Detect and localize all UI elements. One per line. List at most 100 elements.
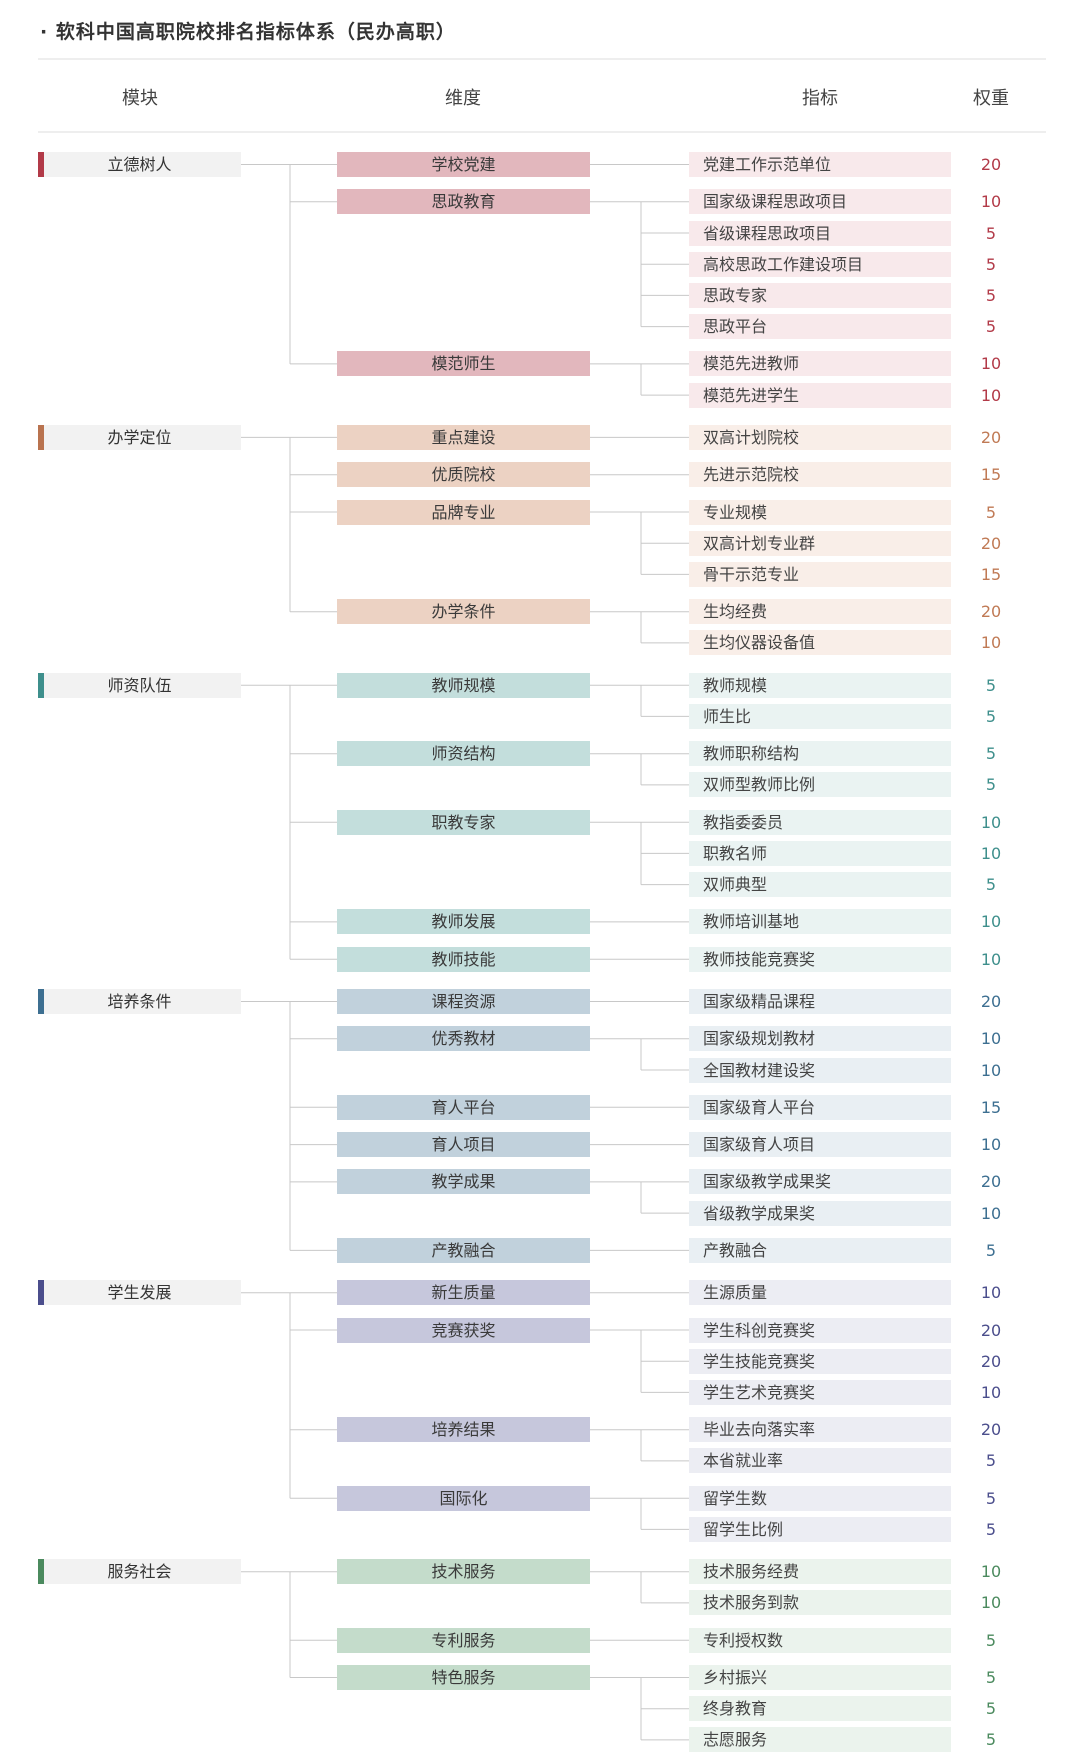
header-indicator: 指标: [802, 88, 838, 109]
weight-value: 10: [980, 1382, 1002, 1402]
indicator-box: 双高计划院校: [689, 424, 951, 450]
indicator-box: 国家级育人平台: [689, 1094, 951, 1120]
weight-value: 10: [980, 633, 1002, 653]
header-weight: 权重: [973, 88, 1009, 109]
weight-value: 10: [980, 1562, 1002, 1582]
module-box: 办学定位: [38, 424, 241, 450]
indicator-box: 思政专家: [689, 282, 951, 308]
weight-value: 10: [980, 1135, 1002, 1155]
weight-value: 10: [980, 354, 1002, 374]
indicator-box: 专利授权数: [689, 1627, 951, 1653]
weight-value: 5: [985, 1668, 997, 1687]
indicator-box: 教师技能竞赛奖: [689, 946, 951, 972]
indicator-box: 全国教材建设奖: [689, 1057, 951, 1083]
indicator-box: 模范先进教师: [689, 351, 951, 377]
weight-value: 10: [980, 1593, 1002, 1613]
indicator-box: 技术服务经费: [689, 1559, 951, 1585]
dimension-box: 专利服务: [337, 1627, 590, 1653]
weight-value: 5: [985, 875, 997, 895]
indicator-box: 生源质量: [689, 1280, 951, 1306]
dimension-box: 品牌专业: [337, 499, 590, 525]
weight-value: 5: [985, 1699, 997, 1719]
weight-value: 15: [980, 564, 1002, 584]
dimension-box: 教师规模: [337, 672, 590, 698]
weight-value: 10: [980, 1283, 1002, 1303]
dimension-box: 学校党建: [337, 152, 590, 177]
indicator-box: 专业规模: [689, 499, 951, 525]
indicator-box: 终身教育: [689, 1696, 951, 1722]
module-box: 立德树人: [38, 152, 241, 177]
module-box: 学生发展: [38, 1280, 241, 1306]
indicator-box: 技术服务到款: [689, 1590, 951, 1616]
weight-value: 20: [980, 155, 1002, 174]
indicator-box: 留学生数: [689, 1485, 951, 1511]
indicator-box: 本省就业率: [689, 1448, 951, 1474]
weight-value: 15: [980, 465, 1002, 485]
indicator-box: 产教融合: [689, 1237, 951, 1263]
weight-value: 5: [985, 317, 997, 337]
indicator-box: 毕业去向落实率: [689, 1417, 951, 1443]
dimension-box: 教学成果: [337, 1169, 590, 1195]
weight-value: 5: [985, 1488, 997, 1508]
weight-value: 5: [985, 775, 997, 795]
indicator-box: 教师职称结构: [689, 741, 951, 767]
module-color-bar: [38, 1280, 44, 1306]
weight-value: 5: [985, 1451, 997, 1471]
indicator-box: 党建工作示范单位: [689, 152, 951, 177]
indicator-box: 先进示范院校: [689, 462, 951, 488]
indicator-box: 省级课程思政项目: [689, 220, 951, 246]
dimension-box: 培养结果: [337, 1417, 590, 1443]
dimension-box: 技术服务: [337, 1559, 590, 1585]
weight-value: 10: [980, 192, 1002, 212]
weight-value: 10: [980, 1029, 1002, 1049]
indicator-box: 国家级育人项目: [689, 1132, 951, 1158]
indicator-box: 骨干示范专业: [689, 561, 951, 587]
weight-value: 5: [985, 675, 997, 695]
weight-value: 20: [980, 533, 1002, 553]
weight-value: 5: [985, 254, 997, 274]
module-box: 培养条件: [38, 989, 241, 1014]
indicator-box: 教师培训基地: [689, 909, 951, 935]
weight-value: 5: [985, 285, 997, 305]
dimension-box: 育人项目: [337, 1132, 590, 1158]
dimension-box: 竞赛获奖: [337, 1317, 590, 1343]
weight-value: 20: [980, 1351, 1002, 1371]
indicator-box: 双师典型: [689, 872, 951, 898]
module-color-bar: [38, 424, 44, 450]
weight-value: 20: [980, 602, 1002, 622]
weight-value: 5: [985, 502, 997, 522]
indicator-box: 思政平台: [689, 314, 951, 340]
indicator-box: 学生技能竞赛奖: [689, 1348, 951, 1374]
indicator-box: 生均仪器设备值: [689, 630, 951, 656]
dimension-box: 职教专家: [337, 809, 590, 835]
indicator-box: 乡村振兴: [689, 1665, 951, 1690]
weight-value: 5: [985, 223, 997, 243]
weight-value: 20: [980, 1320, 1002, 1340]
dimension-box: 教师发展: [337, 909, 590, 935]
indicator-box: 高校思政工作建设项目: [689, 251, 951, 277]
dimension-box: 模范师生: [337, 351, 590, 377]
header-dimension: 维度: [445, 88, 481, 109]
weight-value: 10: [980, 812, 1002, 832]
indicator-box: 学生艺术竞赛奖: [689, 1379, 951, 1405]
weight-value: 10: [980, 385, 1002, 405]
weight-value: 10: [980, 843, 1002, 863]
indicator-box: 国家级规划教材: [689, 1026, 951, 1052]
weight-value: 10: [980, 1060, 1002, 1080]
dimension-box: 课程资源: [337, 989, 590, 1014]
dimension-box: 优质院校: [337, 462, 590, 488]
indicator-box: 省级教学成果奖: [689, 1200, 951, 1226]
indicator-box: 学生科创竞赛奖: [689, 1317, 951, 1343]
dimension-box: 新生质量: [337, 1280, 590, 1306]
dimension-box: 教师技能: [337, 946, 590, 972]
dimension-box: 特色服务: [337, 1665, 590, 1690]
weight-value: 15: [980, 1097, 1002, 1117]
indicator-box: 教指委委员: [689, 809, 951, 835]
weight-value: 10: [980, 912, 1002, 932]
indicator-box: 生均经费: [689, 599, 951, 625]
module-box: 服务社会: [38, 1559, 241, 1585]
dimension-box: 思政教育: [337, 189, 590, 215]
weight-value: 5: [985, 1240, 997, 1260]
indicator-box: 国家级精品课程: [689, 989, 951, 1014]
